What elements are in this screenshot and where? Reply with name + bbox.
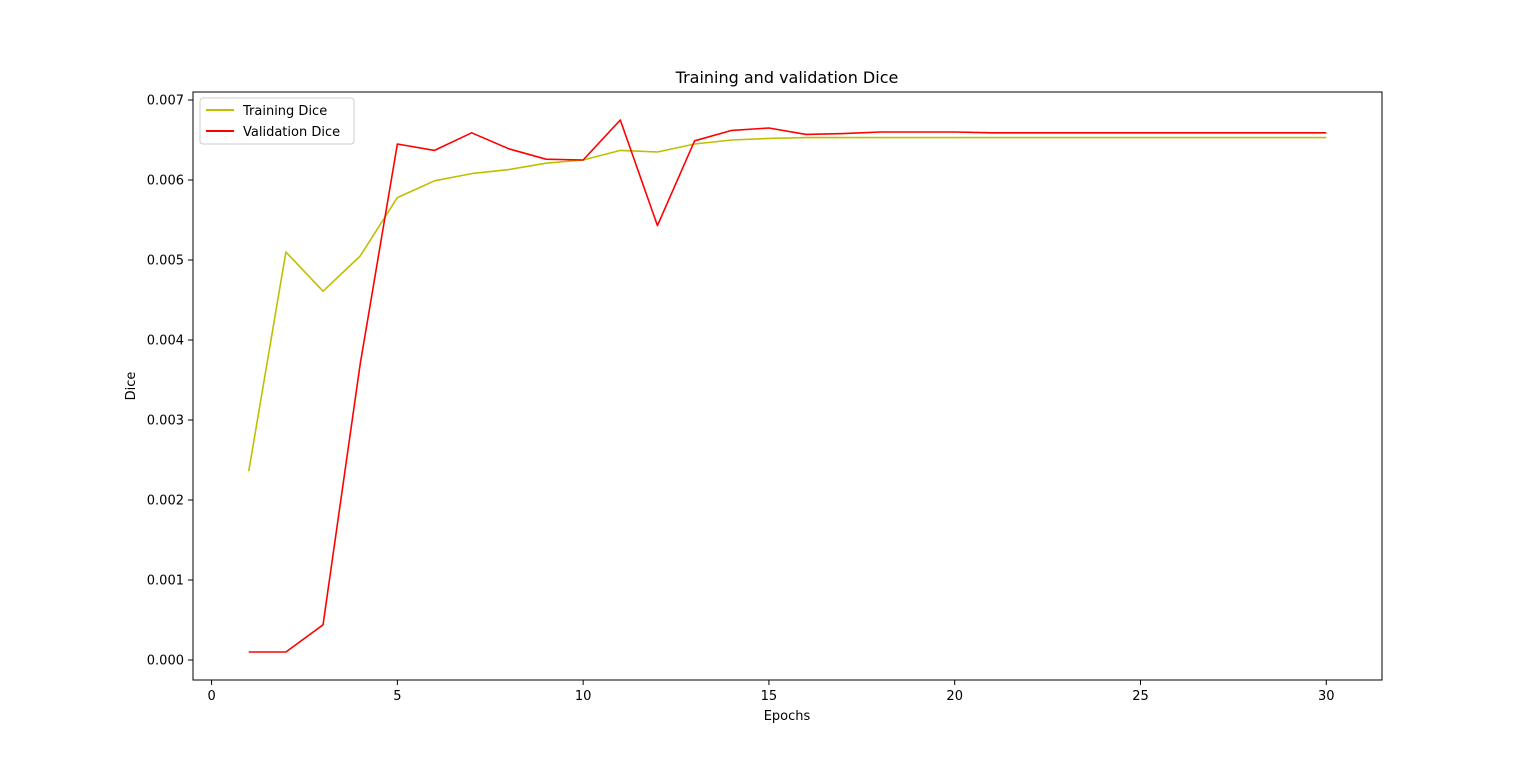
x-tick-label: 5 [393, 689, 401, 704]
legend-label-validation-dice: Validation Dice [243, 125, 340, 140]
chart-title: Training and validation Dice [675, 68, 899, 87]
y-tick-label: 0.007 [147, 94, 184, 109]
x-tick-label: 20 [946, 689, 963, 704]
y-tick-label: 0.005 [147, 254, 184, 269]
training-dice-line [247, 136, 1327, 472]
y-axis-ticks: 0.000 0.001 0.002 0.003 0.004 0.005 0.006 0.007 [147, 94, 193, 669]
y-tick-label: 0.002 [147, 494, 184, 509]
y-tick-label: 0.004 [147, 334, 184, 349]
x-tick-label: 15 [761, 689, 778, 704]
x-tick-label: 0 [207, 689, 215, 704]
y-tick-label: 0.006 [147, 174, 184, 189]
legend-label-training-dice: Training Dice [242, 104, 327, 119]
x-tick-label: 25 [1132, 689, 1149, 704]
x-tick-label: 10 [575, 689, 592, 704]
legend: Training Dice Validation Dice [199, 97, 355, 145]
x-axis-label: Epochs [764, 709, 811, 724]
y-tick-label: 0.003 [147, 414, 184, 429]
x-axis-ticks: 0 5 10 15 20 25 30 [207, 680, 1335, 704]
y-tick-label: 0.000 [147, 654, 184, 669]
series-layer [247, 119, 1327, 653]
validation-dice-line [248, 119, 1327, 653]
legend-box [199, 97, 355, 145]
y-axis-label: Dice [124, 372, 139, 401]
y-tick-label: 0.001 [147, 574, 184, 589]
plot-area-frame [192, 91, 1383, 681]
x-tick-label: 30 [1318, 689, 1335, 704]
